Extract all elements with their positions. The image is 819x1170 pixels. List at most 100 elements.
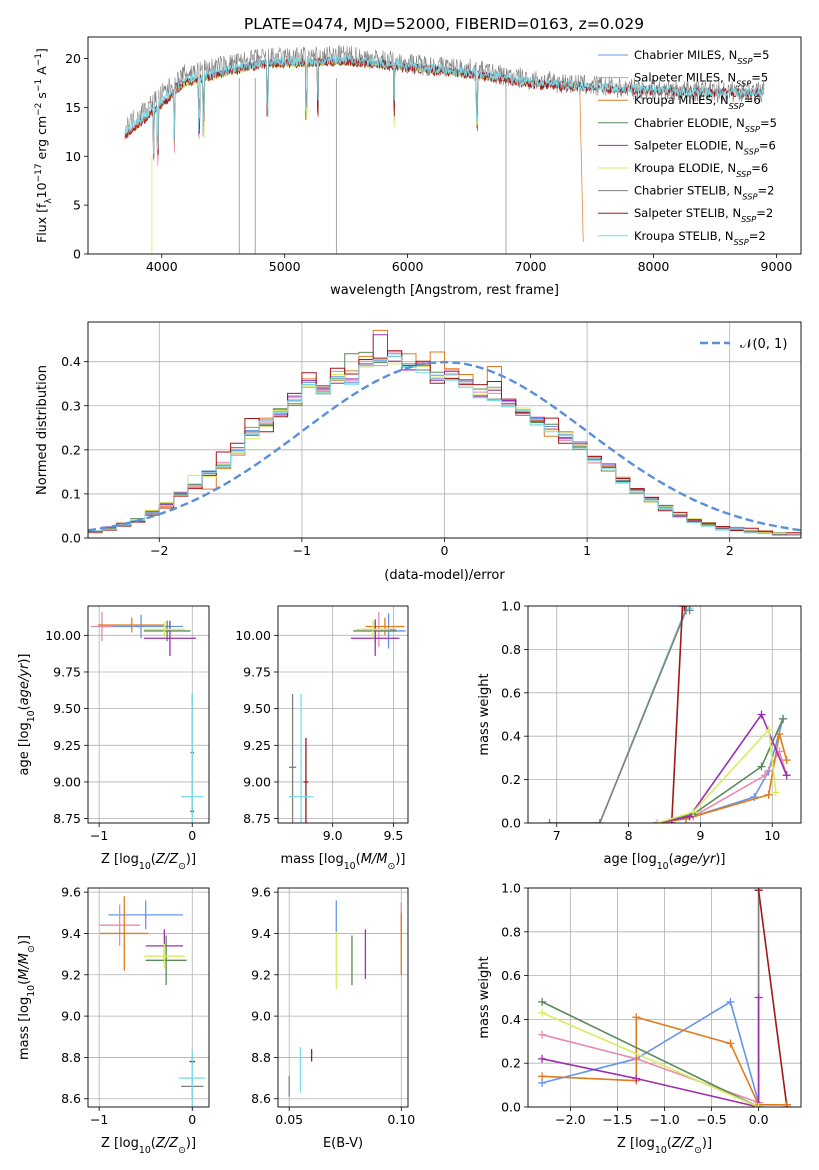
legend-label: 𝒩(0, 1) [740, 337, 787, 352]
plot-area [90, 611, 204, 823]
y-tick-label: 0.0 [501, 816, 521, 831]
y-tick-label: 9.4 [251, 926, 271, 941]
y-tick-label: 9.0 [251, 1009, 271, 1024]
y-tick-label: 9.0 [61, 1009, 81, 1024]
panel-residuals: −2 −1 0 1 2 0.0 0.1 0.2 0.3 0.4 (data-model)/error… [35, 321, 802, 583]
axes-frame [87, 605, 210, 824]
x-tick-label: −1.5 [602, 1112, 632, 1127]
y-tick-label: 0 [73, 247, 81, 262]
y-tick-label: 9.2 [61, 967, 81, 982]
y-tick-label: 9.25 [243, 738, 271, 753]
y-tick-label: 9.2 [251, 967, 271, 982]
y-tick-label: 9.25 [53, 738, 81, 753]
plot-area [99, 896, 206, 1107]
y-tick-label: 9.00 [53, 774, 81, 789]
x-tick-label: −1 [90, 1112, 108, 1127]
panel-mass_vs_Z: −1 0 8.6 8.8 9.0 9.2 9.4 9.6 Z [log10(Z/Z⊙)] mass… [17, 885, 210, 1156]
y-tick-label: 9.00 [243, 774, 271, 789]
y-tick-label: 9.50 [53, 701, 81, 716]
y-tick-label: 15 [65, 100, 81, 115]
x-tick-label: 6000 [392, 259, 424, 274]
y-tick-label: 9.6 [61, 885, 81, 900]
y-tick-label: 10 [65, 149, 81, 164]
legend-label: Salpeter ELODIE, NSSP=6 [634, 138, 776, 156]
x-tick-label: 4000 [146, 259, 178, 274]
x-axis-label: Z [log10(Z/Z⊙)] [101, 852, 196, 872]
weight-line-salpeter_elodie [657, 712, 788, 823]
y-axis-label: age [log10(age/yr)] [17, 653, 37, 775]
x-axis-label: wavelength [Angstrom, rest frame] [330, 283, 559, 298]
y-tick-label: 0.2 [61, 442, 81, 457]
y-tick-label: 1.0 [501, 881, 521, 896]
y-tick-label: 8.6 [61, 1091, 81, 1106]
x-tick-label: 0 [188, 1112, 196, 1127]
y-tick-label: 9.75 [53, 664, 81, 679]
legend-label: Kroupa ELODIE, NSSP=6 [634, 161, 768, 179]
x-tick-label: 0 [188, 828, 196, 843]
legend-label: Kroupa STELIB, NSSP=2 [634, 229, 766, 247]
legend-label: Chabrier MILES, NSSP=5 [634, 48, 769, 66]
plot-area [288, 900, 402, 1097]
x-axis-label: mass [log10(M/M⊙)] [281, 852, 406, 872]
legend-label: Kroupa MILES, NSSP=6 [634, 93, 761, 111]
x-tick-label: 7 [553, 828, 561, 843]
panel-age_vs_mass: 9.0 9.5 8.75 9.00 9.25 9.50 9.75 10.00 mass [log… [235, 605, 409, 872]
plot-area [288, 611, 406, 823]
x-tick-label: 0 [441, 543, 449, 558]
x-axis-label: E(B-V) [323, 1136, 363, 1151]
y-tick-label: 8.6 [251, 1091, 271, 1106]
x-tick-label: 9 [696, 828, 704, 843]
y-axis-label: mass [log10(M/M⊙)] [17, 935, 37, 1060]
panel-age_vs_Z: −1 0 8.75 9.00 9.25 9.50 9.75 10.00 Z [log10(Z/Z… [17, 605, 210, 872]
y-axis-label: mass weight [477, 673, 492, 755]
y-tick-label: 10.00 [45, 628, 81, 643]
axes-frame [277, 605, 409, 824]
x-tick-label: −1 [293, 543, 311, 558]
y-tick-label: 8.75 [243, 811, 271, 826]
y-tick-label: 0.0 [501, 1100, 521, 1115]
panel-massweight_vs_Z: −2.0 −1.5 −1.0 −0.5 0.0 0.0 0.2 0.4 0.6 0.8 1.0 Z [… [477, 881, 802, 1156]
y-tick-label: 0.2 [501, 1056, 521, 1071]
legend-label: Chabrier ELODIE, NSSP=5 [634, 116, 777, 134]
x-axis-label: Z [log10(Z/Z⊙)] [101, 1136, 196, 1156]
y-axis-label: Normed distribution [35, 365, 50, 495]
panel-massweight_vs_age: 7 8 9 10 0.0 0.2 0.4 0.6 0.8 1.0 age [log10(age/yr… [477, 599, 802, 872]
figure-title: PLATE=0474, MJD=52000, FIBERID=0163, z=0… [244, 15, 644, 33]
y-tick-label: 0.3 [61, 398, 81, 413]
y-tick-label: 8.8 [251, 1050, 271, 1065]
legend-label: Chabrier STELIB, NSSP=2 [634, 184, 774, 202]
x-tick-label: −2.0 [555, 1112, 585, 1127]
x-axis-label: age [log10(age/yr)] [603, 852, 725, 872]
axes-frame [87, 887, 210, 1108]
normal-curve [88, 360, 801, 532]
x-tick-label: −2 [150, 543, 168, 558]
y-tick-label: 8.8 [61, 1050, 81, 1065]
y-tick-label: 0.8 [501, 924, 521, 939]
y-tick-label: 5 [73, 198, 81, 213]
histogram-kroupa_stelib [88, 356, 801, 538]
x-tick-label: 9000 [761, 259, 793, 274]
y-tick-label: 0.6 [501, 968, 521, 983]
axes-frame [527, 605, 802, 824]
y-tick-label: 20 [65, 51, 81, 66]
x-tick-label: 2 [726, 543, 734, 558]
panel-spectrum: 4000 5000 6000 7000 8000 9000 0 5 10 15 20 waveleng… [34, 36, 802, 298]
x-tick-label: 0.05 [275, 1112, 303, 1127]
x-tick-label: 1 [583, 543, 591, 558]
weight-line-chabrier_elodie [541, 1001, 759, 1107]
legend-label: Salpeter STELIB, NSSP=2 [634, 206, 773, 224]
x-tick-label: 10 [764, 828, 780, 843]
legend: Chabrier MILES, NSSP=5 Salpeter MILES, NS… [598, 48, 777, 247]
y-tick-label: 0.6 [501, 685, 521, 700]
x-tick-label: 5000 [269, 259, 301, 274]
y-tick-label: 9.6 [251, 885, 271, 900]
weight-line-kroupa_elodie [657, 727, 777, 823]
x-tick-label: 9.0 [323, 828, 343, 843]
y-tick-label: 10.00 [235, 628, 271, 643]
weight-line-salpeter_elodie [541, 997, 760, 1107]
x-tick-label: 0.0 [749, 1112, 769, 1127]
x-tick-label: −0.5 [696, 1112, 726, 1127]
weight-line-kroupa_miles [542, 1016, 787, 1106]
y-tick-label: 9.4 [61, 926, 81, 941]
